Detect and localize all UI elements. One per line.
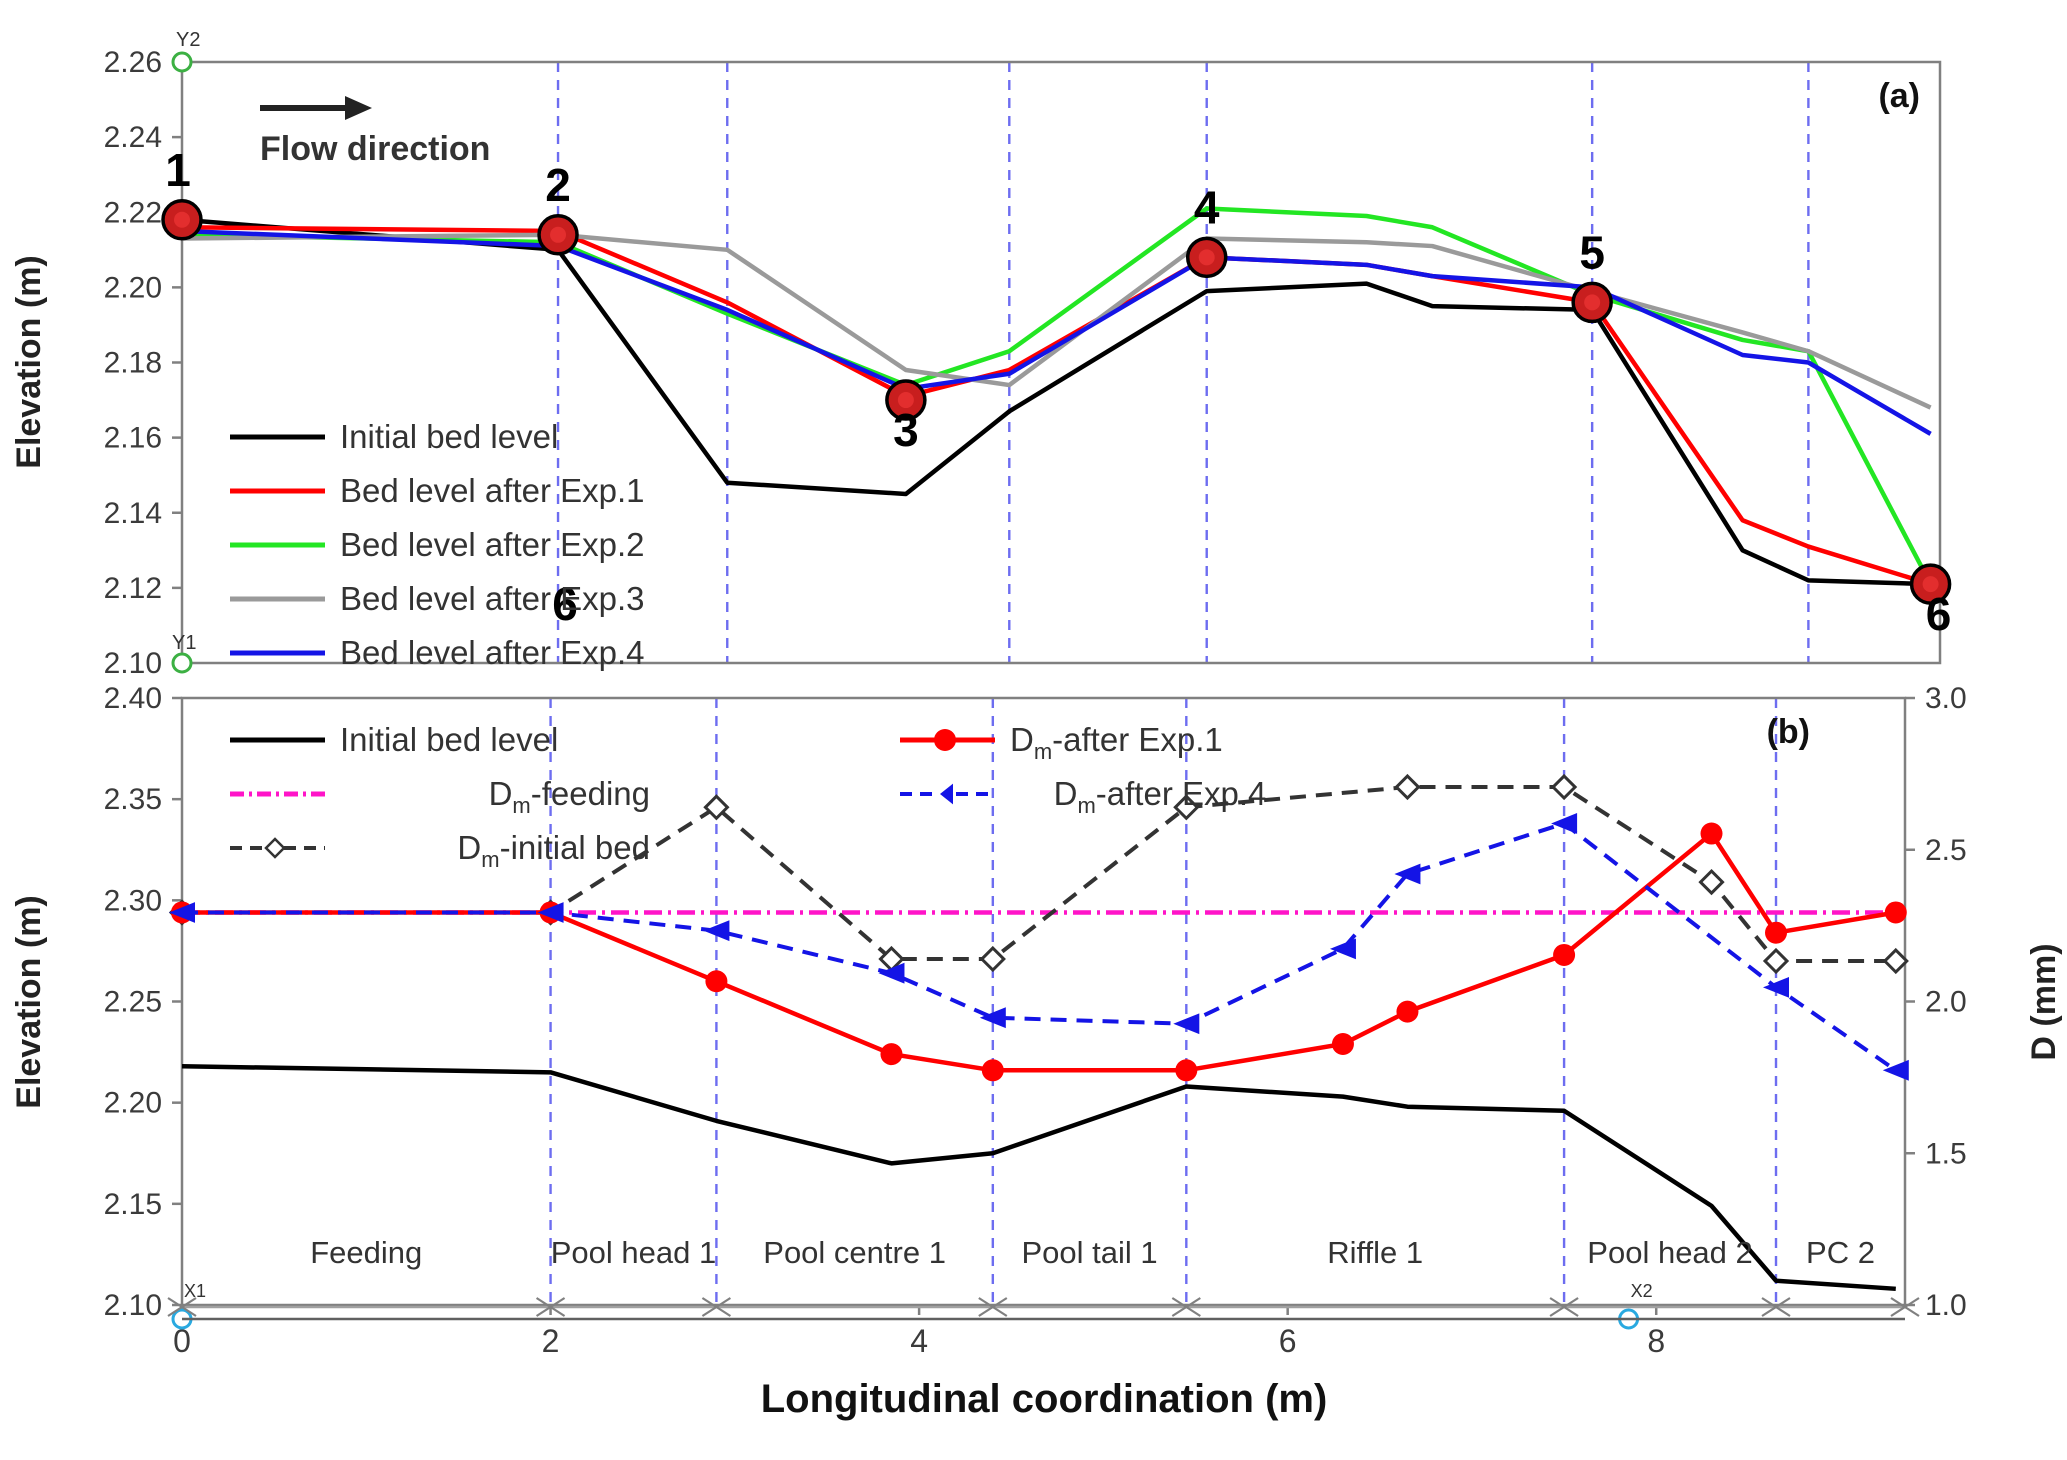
svg-text:2.40: 2.40	[104, 682, 162, 715]
svg-text:2.15: 2.15	[104, 1188, 162, 1221]
svg-text:5: 5	[1579, 226, 1605, 278]
svg-text:8: 8	[1647, 1323, 1665, 1359]
svg-text:2.10: 2.10	[104, 1289, 162, 1322]
svg-text:Initial bed level: Initial bed level	[340, 721, 558, 758]
svg-text:X2: X2	[1631, 1281, 1653, 1301]
svg-text:2.26: 2.26	[104, 46, 162, 79]
svg-text:2.24: 2.24	[104, 121, 162, 154]
svg-text:Bed level after Exp.1: Bed level after Exp.1	[340, 472, 645, 509]
svg-text:Pool head 2: Pool head 2	[1587, 1235, 1752, 1270]
svg-text:Bed level after Exp.4: Bed level after Exp.4	[340, 634, 645, 671]
svg-text:PC 2: PC 2	[1806, 1235, 1875, 1270]
svg-text:Bed level after Exp.2: Bed level after Exp.2	[340, 526, 645, 563]
svg-text:2.30: 2.30	[104, 884, 162, 917]
svg-text:Y2: Y2	[176, 29, 200, 51]
svg-text:4: 4	[910, 1323, 928, 1359]
svg-text:2: 2	[542, 1323, 560, 1359]
svg-text:2.20: 2.20	[104, 271, 162, 304]
svg-text:1.5: 1.5	[1925, 1137, 1967, 1170]
svg-text:Initial bed level: Initial bed level	[340, 418, 558, 455]
svg-text:2.18: 2.18	[104, 347, 162, 380]
svg-text:Elevation (m): Elevation (m)	[10, 895, 48, 1108]
svg-text:Y1: Y1	[172, 632, 196, 654]
svg-text:D (mm): D (mm)	[2025, 943, 2063, 1060]
svg-text:3.0: 3.0	[1925, 682, 1967, 715]
svg-text:Feeding: Feeding	[310, 1235, 422, 1270]
svg-text:Pool head 1: Pool head 1	[551, 1235, 716, 1270]
svg-text:Pool tail 1: Pool tail 1	[1021, 1235, 1157, 1270]
svg-text:2.16: 2.16	[104, 422, 162, 455]
svg-text:2.14: 2.14	[104, 497, 162, 530]
svg-text:3: 3	[893, 404, 919, 456]
svg-text:1: 1	[165, 144, 191, 196]
svg-text:2.5: 2.5	[1925, 834, 1967, 867]
svg-text:Elevation (m): Elevation (m)	[10, 255, 48, 468]
svg-text:Pool centre 1: Pool centre 1	[763, 1235, 946, 1270]
svg-text:Flow direction: Flow direction	[260, 130, 490, 168]
svg-text:2.22: 2.22	[104, 196, 162, 229]
svg-text:2.0: 2.0	[1925, 986, 1967, 1019]
svg-text:2.25: 2.25	[104, 986, 162, 1019]
svg-text:Riffle 1: Riffle 1	[1327, 1235, 1423, 1270]
svg-text:(a): (a)	[1878, 77, 1920, 115]
svg-text:2: 2	[545, 159, 571, 211]
svg-text:2.12: 2.12	[104, 572, 162, 605]
svg-text:6: 6	[1279, 1323, 1297, 1359]
svg-text:(b): (b)	[1767, 713, 1810, 751]
svg-text:Longitudinal coordination (m): Longitudinal coordination (m)	[761, 1377, 1328, 1421]
svg-text:Bed level after Exp.3: Bed level after Exp.3	[340, 580, 645, 617]
svg-text:2.20: 2.20	[104, 1087, 162, 1120]
svg-text:2.10: 2.10	[104, 647, 162, 680]
svg-text:2.35: 2.35	[104, 783, 162, 816]
svg-text:4: 4	[1194, 181, 1220, 233]
svg-text:1.0: 1.0	[1925, 1289, 1967, 1322]
svg-text:6: 6	[1926, 588, 1952, 640]
